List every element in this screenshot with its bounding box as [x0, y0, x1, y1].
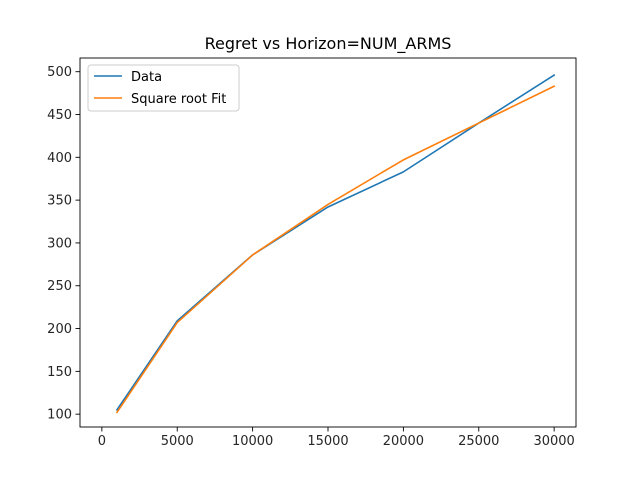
x-tick-label: 20000	[383, 434, 424, 449]
legend-label-data: Data	[131, 70, 162, 85]
x-tick-label: 15000	[307, 434, 348, 449]
y-tick-label: 200	[47, 322, 72, 337]
series-line-square-root-fit	[115, 85, 556, 414]
y-tick-label: 500	[47, 65, 72, 80]
legend: Data Square root Fit	[87, 64, 240, 112]
y-tick-label: 150	[47, 365, 72, 380]
x-tick-label: 25000	[458, 434, 499, 449]
y-tick-label: 400	[47, 151, 72, 166]
legend-box	[87, 64, 240, 112]
chart-title: Regret vs Horizon=NUM_ARMS	[205, 34, 452, 54]
y-tick-label: 350	[47, 194, 72, 209]
x-tick-label: 30000	[533, 434, 574, 449]
axes-layer: 0 5000 10000 15000 20000 25000 30000 100 150 200 2…	[47, 57, 577, 449]
y-tick-label: 250	[47, 279, 72, 294]
series-layer	[115, 74, 556, 414]
x-tick-label: 0	[98, 434, 106, 449]
y-tick-label: 100	[47, 408, 72, 423]
y-tick-label: 450	[47, 108, 72, 123]
x-tick-label: 10000	[232, 434, 273, 449]
x-tick-label: 5000	[161, 434, 194, 449]
legend-label-square-root-fit: Square root Fit	[131, 92, 226, 107]
y-tick-label: 300	[47, 236, 72, 251]
